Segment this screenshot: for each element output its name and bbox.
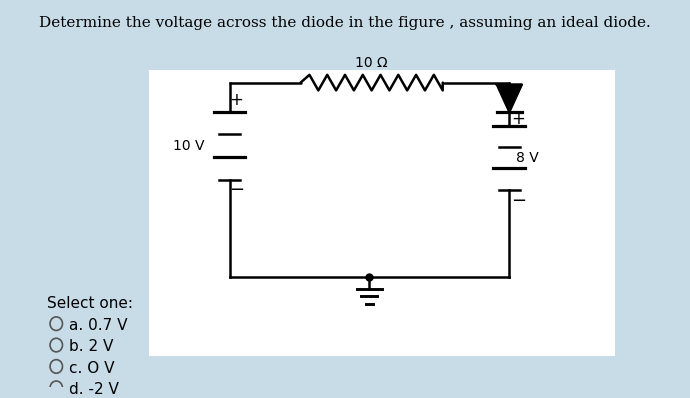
Text: b. 2 V: b. 2 V (69, 339, 113, 354)
Text: 10 V: 10 V (173, 139, 205, 153)
Text: d. -2 V: d. -2 V (69, 382, 119, 397)
Polygon shape (497, 84, 522, 112)
Text: 8 V: 8 V (516, 151, 539, 165)
Text: −: − (229, 181, 244, 199)
Text: −: − (511, 192, 526, 210)
Text: c. O V: c. O V (69, 361, 115, 376)
Text: Select one:: Select one: (48, 297, 133, 312)
Text: a. 0.7 V: a. 0.7 V (69, 318, 127, 333)
Text: Determine the voltage across the diode in the figure , assuming an ideal diode.: Determine the voltage across the diode i… (39, 16, 651, 29)
Text: +: + (230, 91, 244, 109)
Text: 10 Ω: 10 Ω (355, 56, 388, 70)
FancyBboxPatch shape (149, 70, 615, 356)
Text: +: + (511, 109, 525, 128)
